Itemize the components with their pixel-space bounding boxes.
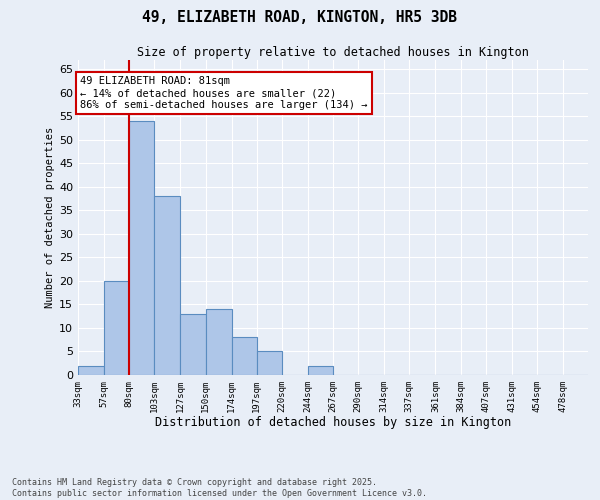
X-axis label: Distribution of detached houses by size in Kington: Distribution of detached houses by size … bbox=[155, 416, 511, 430]
Y-axis label: Number of detached properties: Number of detached properties bbox=[45, 127, 55, 308]
Bar bbox=[78, 366, 104, 375]
Bar bbox=[232, 338, 257, 375]
Bar bbox=[205, 309, 232, 375]
Bar bbox=[181, 314, 206, 375]
Bar bbox=[308, 366, 333, 375]
Text: 49 ELIZABETH ROAD: 81sqm
← 14% of detached houses are smaller (22)
86% of semi-d: 49 ELIZABETH ROAD: 81sqm ← 14% of detach… bbox=[80, 76, 368, 110]
Text: 49, ELIZABETH ROAD, KINGTON, HR5 3DB: 49, ELIZABETH ROAD, KINGTON, HR5 3DB bbox=[143, 10, 458, 25]
Text: Contains HM Land Registry data © Crown copyright and database right 2025.
Contai: Contains HM Land Registry data © Crown c… bbox=[12, 478, 427, 498]
Bar bbox=[257, 352, 282, 375]
Bar bbox=[104, 281, 129, 375]
Bar bbox=[154, 196, 181, 375]
Title: Size of property relative to detached houses in Kington: Size of property relative to detached ho… bbox=[137, 46, 529, 59]
Bar bbox=[129, 121, 154, 375]
